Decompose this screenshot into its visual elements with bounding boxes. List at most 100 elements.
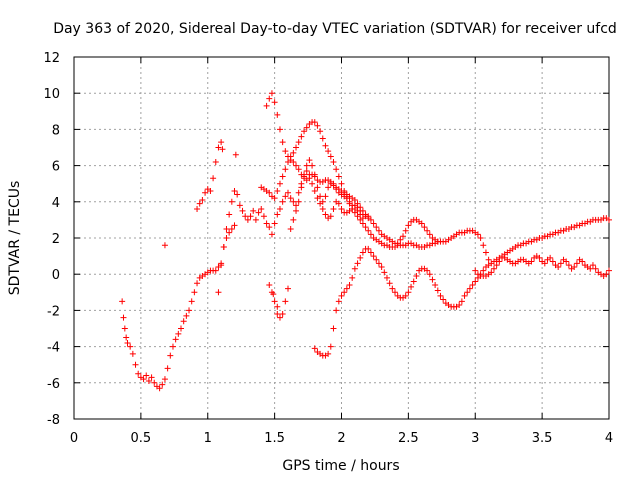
- data-point: [247, 213, 254, 220]
- data-point: [263, 102, 270, 109]
- y-tick-label: 10: [43, 87, 60, 102]
- data-point: [219, 146, 226, 153]
- data-point: [317, 128, 324, 135]
- data-point: [354, 207, 361, 214]
- data-point: [557, 260, 564, 267]
- y-tick-label: 12: [43, 51, 60, 66]
- data-point: [255, 209, 262, 216]
- series-arc-4: [258, 119, 492, 263]
- data-point: [191, 289, 198, 296]
- data-point: [285, 153, 291, 160]
- data-point: [301, 171, 308, 178]
- data-point: [295, 166, 302, 173]
- data-point: [148, 374, 155, 381]
- series-arc-5: [263, 90, 441, 247]
- x-tick-label: 2.5: [398, 431, 419, 446]
- data-point: [298, 133, 305, 140]
- data-point: [496, 258, 503, 265]
- data-point: [365, 227, 372, 234]
- data-point: [333, 307, 340, 314]
- data-point: [212, 267, 219, 274]
- data-point: [370, 253, 377, 260]
- y-tick-label: 8: [52, 123, 60, 138]
- data-point: [325, 184, 332, 191]
- data-point: [426, 231, 433, 238]
- data-point: [215, 144, 222, 151]
- data-point: [231, 187, 238, 194]
- data-point: [359, 220, 366, 227]
- data-point: [151, 379, 158, 386]
- data-point: [228, 225, 235, 232]
- data-point: [341, 289, 348, 296]
- data-point: [394, 240, 401, 247]
- data-point: [322, 142, 329, 149]
- data-point: [485, 256, 492, 263]
- data-point: [367, 216, 374, 223]
- data-point: [140, 376, 147, 383]
- data-point: [295, 139, 302, 146]
- data-point: [266, 224, 273, 231]
- data-point: [319, 206, 326, 213]
- data-point: [357, 211, 364, 218]
- data-point: [169, 343, 176, 350]
- data-point: [335, 173, 342, 180]
- data-point: [314, 184, 321, 191]
- y-tick-label: 6: [52, 160, 60, 175]
- data-point: [303, 168, 310, 175]
- data-point: [186, 307, 193, 314]
- data-point: [541, 260, 548, 267]
- data-point: [210, 175, 217, 182]
- data-point: [124, 339, 131, 346]
- data-point: [236, 202, 243, 209]
- data-point: [226, 229, 233, 236]
- data-point: [260, 213, 267, 220]
- data-point: [373, 224, 380, 231]
- data-point: [274, 211, 281, 218]
- data-point: [285, 189, 291, 196]
- data-point: [274, 311, 281, 318]
- data-point: [215, 289, 222, 296]
- x-tick-label: 4: [605, 431, 613, 446]
- data-point: [266, 95, 273, 102]
- data-point: [156, 385, 163, 392]
- data-point: [250, 207, 257, 214]
- data-point: [335, 298, 342, 305]
- data-point: [408, 283, 415, 290]
- data-point: [359, 249, 366, 256]
- data-point: [295, 189, 302, 196]
- data-point: [392, 289, 398, 296]
- data-point: [480, 242, 487, 249]
- data-point: [571, 263, 578, 270]
- data-point: [587, 265, 594, 272]
- data-point: [381, 269, 388, 276]
- data-point: [434, 238, 441, 245]
- data-point: [378, 263, 385, 270]
- data-point: [123, 334, 130, 341]
- data-point: [464, 289, 471, 296]
- data-point: [359, 215, 366, 222]
- data-point: [282, 193, 289, 200]
- data-point: [263, 220, 270, 227]
- data-point: [327, 153, 334, 160]
- data-point: [400, 233, 407, 240]
- data-point: [268, 231, 275, 238]
- data-point: [282, 148, 289, 155]
- series-arc-8: [472, 253, 612, 280]
- data-point: [234, 191, 241, 198]
- data-point: [338, 206, 345, 213]
- data-point: [346, 198, 353, 205]
- data-point: [573, 260, 580, 267]
- data-point: [266, 189, 273, 196]
- data-point: [603, 271, 610, 278]
- data-point: [343, 195, 350, 202]
- data-point: [472, 267, 479, 274]
- data-point: [303, 124, 310, 131]
- data-point: [271, 298, 278, 305]
- data-point: [194, 280, 201, 287]
- data-point: [351, 265, 358, 272]
- series-arc-1: [119, 222, 238, 392]
- data-point: [258, 206, 265, 213]
- data-point: [207, 187, 214, 194]
- data-point: [287, 195, 294, 202]
